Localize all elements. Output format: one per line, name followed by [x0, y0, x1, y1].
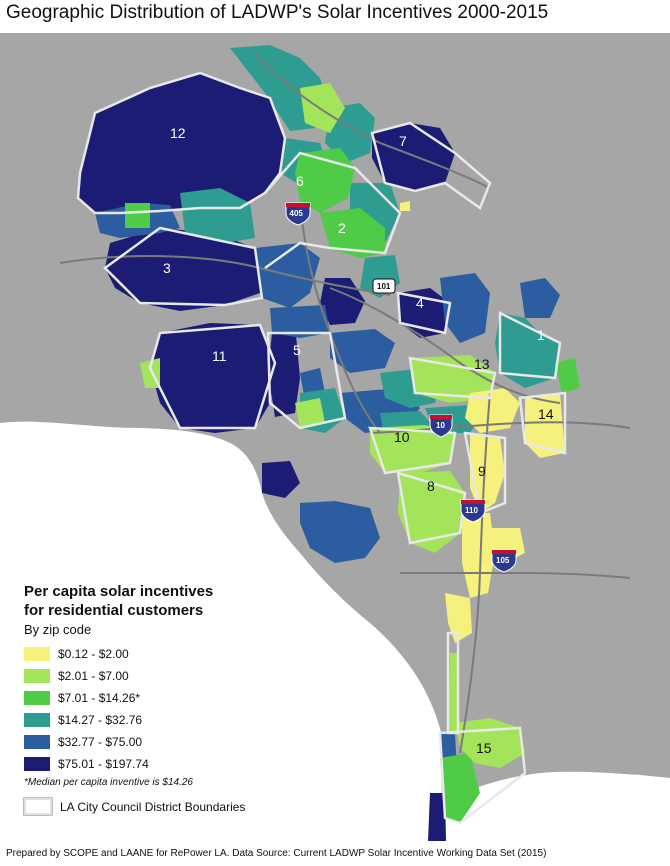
district-label-5: 5	[293, 342, 301, 358]
legend-subtitle: By zip code	[24, 622, 92, 637]
us-101-shield: 101	[372, 278, 396, 294]
harbor-channel	[478, 778, 530, 811]
interstate-10-shield: 10	[429, 414, 453, 438]
interstate-110-shield: 110	[460, 499, 486, 523]
legend-item: $2.01 - $7.00	[24, 665, 284, 687]
legend-swatch	[24, 713, 50, 727]
legend-item: $7.01 - $14.26*	[24, 687, 284, 709]
legend-label: $75.01 - $197.74	[58, 757, 149, 771]
legend-label: $32.77 - $75.00	[58, 735, 143, 749]
district-label-10: 10	[394, 429, 410, 445]
legend-label: $2.01 - $7.00	[58, 669, 129, 683]
harbor-slip	[500, 785, 552, 821]
district-label-15: 15	[476, 740, 492, 756]
legend-boundary-item: LA City Council District Boundaries	[24, 798, 284, 815]
district-label-3: 3	[163, 260, 171, 276]
district-label-14: 14	[538, 406, 554, 422]
legend-title-line2: for residential customers	[24, 602, 204, 619]
shield-label-405: 405	[290, 209, 304, 218]
legend-label: $0.12 - $2.00	[58, 647, 129, 661]
legend: Per capita solar incentives for resident…	[24, 582, 284, 815]
legend-swatch	[24, 757, 50, 771]
shield-label-10: 10	[436, 421, 445, 430]
legend-swatch	[24, 691, 50, 705]
footer-credit: Prepared by SCOPE and LAANE for RePower …	[6, 848, 547, 859]
district-label-13: 13	[474, 356, 490, 372]
legend-item: $75.01 - $197.74	[24, 753, 284, 775]
district-label-12: 12	[170, 125, 186, 141]
district-label-2: 2	[338, 220, 346, 236]
map-title: Geographic Distribution of LADWP's Solar…	[6, 2, 549, 23]
shield-label-110: 110	[465, 506, 478, 515]
legend-swatch	[24, 669, 50, 683]
legend-boundary-label: LA City Council District Boundaries	[60, 799, 246, 814]
interstate-405-shield: 405	[285, 202, 311, 226]
map-canvas: 1 2 3 4 5 6 7 8 9 10 11 12 13 14 15 405	[0, 33, 670, 841]
legend-note: *Median per capita inventive is $14.26	[24, 777, 193, 788]
legend-boundary-swatch	[24, 798, 52, 815]
legend-item: $32.77 - $75.00	[24, 731, 284, 753]
legend-title-line1: Per capita solar incentives	[24, 583, 214, 600]
district-label-8: 8	[427, 478, 435, 494]
district-label-9: 9	[478, 463, 486, 479]
district-labels: 1 2 3 4 5 6 7 8 9 10 11 12 13 14 15	[163, 125, 554, 756]
legend-label: $14.27 - $32.76	[58, 713, 143, 727]
zip-regions-lightgreen	[140, 83, 525, 768]
legend-swatch	[24, 735, 50, 749]
district-label-11: 11	[212, 348, 227, 364]
legend-swatch	[24, 647, 50, 661]
ocean	[0, 421, 448, 841]
zip-regions	[78, 73, 455, 841]
shield-label-105: 105	[496, 556, 510, 565]
zip-regions-yellow	[400, 201, 565, 643]
interstate-105-shield: 105	[491, 549, 517, 573]
legend-item: $0.12 - $2.00	[24, 643, 284, 665]
legend-label: $7.01 - $14.26*	[58, 691, 141, 705]
district-label-6: 6	[296, 173, 304, 189]
shield-label-101: 101	[377, 282, 391, 291]
legend-item: $14.27 - $32.76	[24, 709, 284, 731]
district-boundaries	[76, 71, 567, 825]
district-label-7: 7	[399, 133, 407, 149]
district-label-4: 4	[416, 295, 424, 311]
district-label-1: 1	[537, 327, 545, 343]
freeway-shields: 405 101 10 110 105	[285, 202, 517, 573]
